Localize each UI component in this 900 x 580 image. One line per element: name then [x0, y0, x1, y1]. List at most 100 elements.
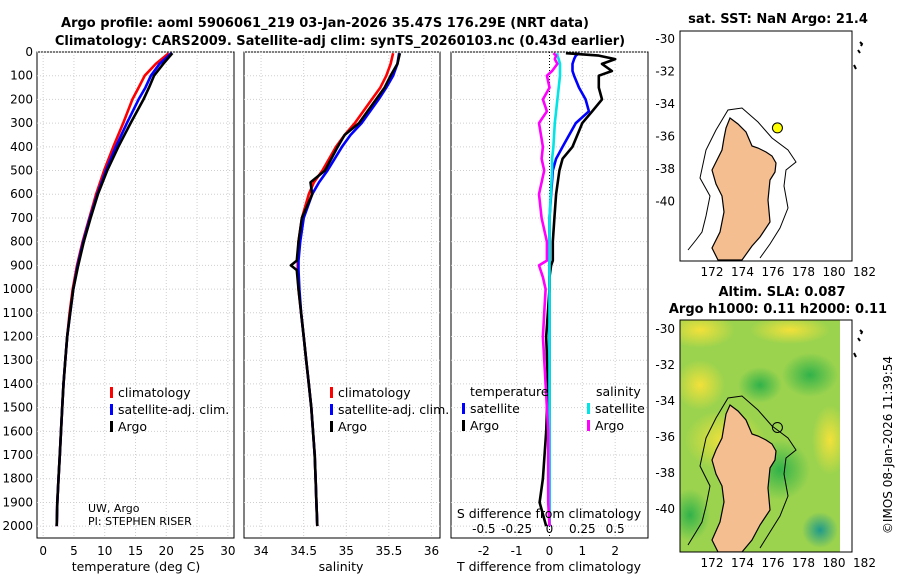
x-tick-label: 25 — [189, 544, 204, 558]
legend3-t-argo: Argo — [470, 418, 499, 433]
depth-tick-label: 1300 — [2, 353, 33, 367]
legend-swatch-argo — [110, 421, 113, 432]
legend-swatch-satellite-adj — [110, 404, 113, 415]
legend-difference: temperature salinity satellite Argo sate… — [462, 384, 645, 433]
sla-map-axes: 172 174 176 178 180 182 -30 -32 -34 -36 -38 -40 — [655, 322, 876, 570]
depth-tick-label: 200 — [10, 92, 33, 106]
x-tick-label: 0 — [39, 544, 47, 558]
x-tick-label: 34.5 — [290, 544, 317, 558]
s-tick-label: -0.5 — [472, 522, 495, 536]
sla-map-title-line1: Altim. SLA: 0.087 — [719, 285, 846, 300]
x-tick-label: -1 — [511, 544, 523, 558]
lon-tick-label: 180 — [823, 265, 846, 279]
legend3-s-argo: Argo — [595, 418, 624, 433]
sst-map-islands — [853, 41, 864, 70]
lon-tick-label: 182 — [853, 556, 876, 570]
lon-tick-label: 174 — [731, 265, 754, 279]
legend-argo: Argo — [118, 419, 147, 434]
lat-tick-label: -34 — [655, 394, 675, 408]
depth-tick-label: 1200 — [2, 329, 33, 343]
lat-tick-label: -32 — [655, 358, 675, 372]
s-difference-xlabel: S difference from climatology — [457, 506, 642, 521]
legend3-swatch-t-argo — [462, 420, 465, 431]
x-tick-label: 35 — [339, 544, 354, 558]
lat-tick-label: -34 — [655, 97, 675, 111]
depth-tick-label: 700 — [10, 211, 33, 225]
lat-tick-label: -38 — [655, 162, 675, 176]
depth-tick-label: 400 — [10, 140, 33, 154]
legend3-swatch-t-satellite — [462, 403, 465, 414]
legend2-satellite-adj: satellite-adj. clim. — [338, 402, 449, 417]
depth-tick-label: 1700 — [2, 448, 33, 462]
depth-tick-label: 300 — [10, 116, 33, 130]
legend-middle: climatology satellite-adj. clim. Argo — [330, 385, 449, 434]
x-tick-label: 34 — [253, 544, 268, 558]
lat-tick-label: -32 — [655, 65, 675, 79]
lon-tick-label: 174 — [731, 556, 754, 570]
sst-argo-position-marker — [771, 122, 783, 134]
lon-tick-label: 176 — [762, 265, 785, 279]
series-salinity-argo — [537, 52, 559, 527]
lon-tick-label: 178 — [792, 265, 815, 279]
plot-frame — [243, 51, 441, 539]
depth-tick-label: 1000 — [2, 282, 33, 296]
x-tick-label: 0 — [546, 544, 554, 558]
x-tick-label: 20 — [159, 544, 174, 558]
temperature-xlabel: temperature (deg C) — [72, 559, 201, 574]
legend3-s-satellite: satellite — [595, 401, 645, 416]
depth-tick-label: 1500 — [2, 401, 33, 415]
sla-map-anomalies — [680, 320, 840, 552]
depth-tick-label: 2000 — [2, 519, 33, 533]
s-tick-label: 0.5 — [606, 522, 625, 536]
x-tick-label: 2 — [611, 544, 619, 558]
x-tick-label: 1 — [579, 544, 587, 558]
credit-line2: PI: STEPHEN RISER — [88, 515, 192, 528]
series-argo — [289, 52, 402, 527]
sla-argo-position-marker — [771, 421, 783, 433]
legend3-temperature-head: temperature — [470, 384, 549, 399]
lat-tick-label: -40 — [655, 502, 675, 516]
lat-tick-label: -30 — [655, 32, 675, 46]
sla-map-title-line2: Argo h1000: 0.11 h2000: 0.11 — [669, 302, 887, 317]
salinity-xlabel: salinity — [319, 559, 364, 574]
legend2-swatch-argo — [330, 421, 333, 432]
sst-map-contour — [687, 107, 797, 259]
series-argo — [55, 52, 174, 527]
depth-tick-label: 1100 — [2, 306, 33, 320]
depth-tick-label: 900 — [10, 258, 33, 272]
lon-tick-label: 178 — [792, 556, 815, 570]
credit-line1: UW, Argo — [88, 502, 140, 515]
legend3-swatch-s-argo — [587, 420, 590, 431]
x-tick-label: 10 — [97, 544, 112, 558]
imos-watermark: ©IMOS 08-Jan-2026 11:39:54 — [881, 356, 895, 534]
legend3-swatch-s-satellite — [587, 403, 590, 414]
x-tick-label: 5 — [70, 544, 78, 558]
legend2-argo: Argo — [338, 419, 367, 434]
depth-tick-label: 1600 — [2, 424, 33, 438]
x-tick-label: -2 — [478, 544, 490, 558]
legend-left: climatology satellite-adj. clim. Argo — [110, 385, 229, 434]
s-tick-label: 0 — [546, 522, 554, 536]
depth-tick-label: 1800 — [2, 472, 33, 486]
legend-swatch-climatology — [110, 387, 113, 398]
main-title-line1: Argo profile: aoml 5906061_219 03-Jan-20… — [61, 16, 589, 31]
salinity-panel: 34 34.5 35 35.5 36 — [243, 51, 441, 558]
lon-tick-label: 182 — [853, 265, 876, 279]
lat-tick-label: -36 — [655, 430, 675, 444]
x-tick-label: 36 — [424, 544, 439, 558]
depth-tick-label: 1900 — [2, 495, 33, 509]
sla-map-frame — [679, 319, 853, 553]
depth-tick-label: 0 — [25, 45, 33, 59]
legend2-swatch-climatology — [330, 387, 333, 398]
sla-map: 172 174 176 178 180 182 -30 -32 -34 -36 -38 -40 — [655, 319, 876, 570]
s-tick-label: -0.25 — [501, 522, 532, 536]
lat-tick-label: -38 — [655, 466, 675, 480]
depth-tick-label: 600 — [10, 187, 33, 201]
main-title-line2: Climatology: CARS2009. Satellite-adj cli… — [55, 34, 625, 49]
sst-map-axes: 172 174 176 178 180 182 -30 -32 -34 -36 -38 -40 — [655, 32, 876, 279]
legend2-climatology: climatology — [338, 385, 411, 400]
x-tick-label: 30 — [220, 544, 235, 558]
legend2-swatch-satellite-adj — [330, 404, 333, 415]
t-difference-xlabel: T difference from climatology — [456, 559, 642, 574]
